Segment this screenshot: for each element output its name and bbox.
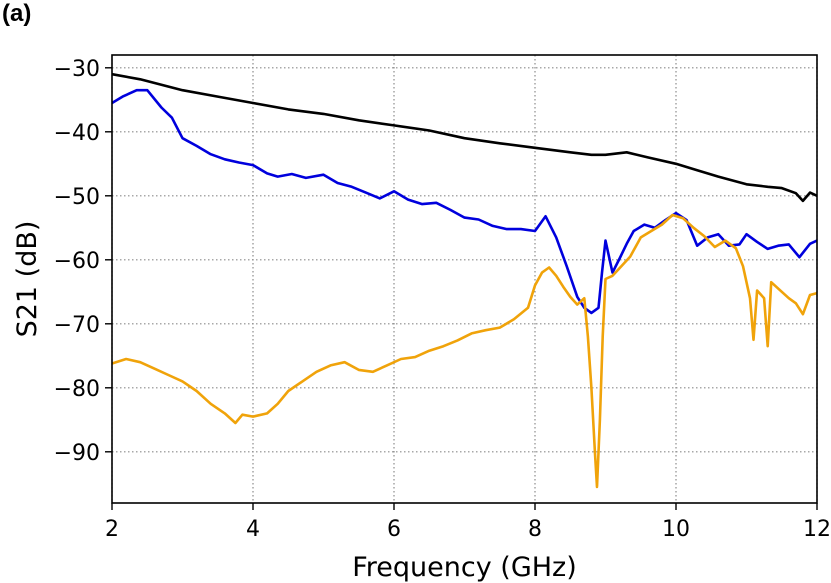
- series-layer: [111, 72, 818, 489]
- y-tick-label: −30: [54, 57, 100, 82]
- x-tick-label: 12: [803, 517, 831, 542]
- y-tick-label: −70: [54, 313, 100, 338]
- x-tick-label: 6: [387, 517, 401, 542]
- y-tick-label: −80: [54, 377, 100, 402]
- y-tick-label: −90: [54, 441, 100, 466]
- panel-label: (a): [2, 0, 32, 27]
- y-tick-label: −60: [54, 249, 100, 274]
- x-tick-label: 10: [662, 517, 690, 542]
- x-axis-title: Frequency (GHz): [352, 552, 577, 583]
- y-tick-label: −50: [54, 185, 100, 210]
- x-tick-label: 4: [246, 517, 260, 542]
- axis-ticks: 2 4 6 8 10 12 −90 −80 −70 −60 −50 −40 −30: [54, 57, 831, 542]
- plot-area-frame: [111, 54, 818, 504]
- series-line-1: [111, 72, 818, 203]
- y-tick-label: −40: [54, 121, 100, 146]
- x-tick-label: 2: [105, 517, 119, 542]
- series-line-3: [111, 213, 818, 489]
- series-line-2: [111, 88, 818, 315]
- x-tick-label: 8: [528, 517, 542, 542]
- y-axis-title: S21 (dB): [12, 221, 43, 338]
- grid-lines: [111, 55, 818, 503]
